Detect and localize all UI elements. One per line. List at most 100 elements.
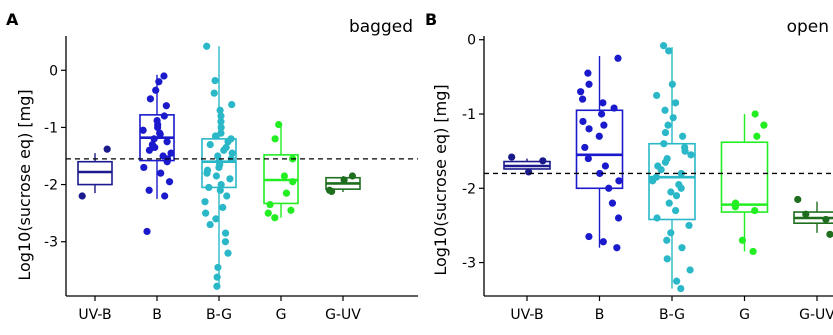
x-tick-label: B-G — [206, 307, 232, 323]
data-point — [660, 42, 668, 50]
data-point — [145, 146, 154, 154]
data-point — [152, 86, 160, 94]
data-point — [202, 209, 210, 217]
data-point — [163, 158, 171, 166]
data-point — [731, 203, 739, 211]
data-point — [584, 154, 592, 163]
data-point — [661, 106, 669, 114]
data-point — [155, 78, 163, 86]
data-point — [206, 140, 214, 149]
data-point — [664, 121, 672, 129]
data-point — [661, 128, 670, 137]
box — [575, 109, 624, 190]
data-point — [213, 282, 221, 290]
data-point — [217, 123, 225, 132]
data-point — [671, 99, 680, 107]
data-point — [539, 157, 547, 165]
box-group-B — [575, 54, 624, 252]
x-tick-label: UV-B — [510, 307, 543, 323]
data-point — [614, 214, 623, 222]
box-group-B-G — [201, 42, 237, 290]
data-point — [802, 210, 810, 218]
data-point — [613, 244, 621, 252]
data-point — [139, 126, 147, 134]
y-axis-title: Log10(sucrose eq) [mg] — [431, 84, 450, 275]
data-point — [289, 178, 297, 186]
data-point — [678, 244, 686, 252]
y-tick-label: 0 — [467, 33, 476, 49]
data-point — [156, 130, 164, 138]
data-point — [216, 106, 224, 114]
data-point — [525, 168, 533, 176]
data-point — [140, 163, 148, 172]
x-tick-label: G-UV — [325, 307, 361, 323]
data-point — [210, 89, 218, 97]
data-point — [672, 192, 681, 200]
plot-area: 0 -1 -2 -3 UV-B B B-G G G-UV — [462, 33, 833, 323]
data-point — [668, 80, 676, 88]
y-tick-label: -1 — [44, 120, 58, 136]
data-point — [599, 238, 607, 246]
box-group-UV-B — [77, 145, 113, 200]
data-point — [669, 114, 677, 122]
x-tick-label: G — [276, 307, 287, 323]
data-point — [596, 169, 604, 178]
data-point — [585, 125, 593, 133]
y-tick-label: -3 — [44, 235, 58, 251]
data-point — [78, 192, 86, 200]
panel-open: B open Log10(sucrose eq) [mg] 0 -1 -2 -3 UV-… — [425, 10, 833, 323]
data-point — [677, 184, 685, 192]
data-point — [287, 206, 295, 214]
data-point — [751, 110, 759, 118]
y-tick-label: -2 — [462, 181, 476, 197]
data-point — [585, 232, 593, 241]
data-point — [203, 42, 211, 50]
data-point — [760, 121, 768, 129]
panel-bagged: A bagged Log10(sucrose eq) [mg] 0 -1 -2 -3 U… — [6, 10, 418, 323]
data-point — [679, 132, 687, 140]
data-point — [214, 152, 222, 160]
data-point — [167, 149, 175, 157]
data-point — [600, 121, 608, 129]
x-tick-label: B — [152, 307, 162, 323]
data-point — [610, 104, 618, 112]
data-point — [217, 180, 225, 189]
data-point — [601, 162, 610, 170]
x-tick-label: B-G — [659, 307, 685, 323]
data-point — [224, 138, 232, 146]
data-point — [663, 255, 671, 263]
data-point — [221, 238, 230, 246]
data-point — [216, 186, 224, 194]
y-tick-label: -1 — [462, 107, 476, 123]
data-point — [826, 230, 833, 238]
data-point — [653, 214, 661, 222]
data-point — [215, 163, 223, 172]
data-point — [226, 175, 234, 183]
panel-title: bagged — [349, 17, 413, 37]
data-point — [597, 110, 606, 118]
data-point — [160, 112, 168, 120]
data-point — [219, 203, 227, 212]
data-point — [154, 123, 162, 132]
data-point — [212, 172, 221, 180]
data-point — [599, 99, 607, 107]
data-point — [212, 215, 220, 223]
data-point — [162, 102, 170, 110]
x-tick-label: G — [739, 307, 750, 323]
data-point — [348, 172, 357, 180]
data-point — [160, 72, 168, 80]
data-point — [657, 166, 665, 174]
data-point — [653, 91, 661, 100]
data-point — [661, 158, 669, 166]
data-point — [667, 188, 675, 196]
data-point — [663, 236, 671, 244]
data-point — [206, 220, 214, 229]
data-point — [608, 199, 617, 207]
box — [648, 142, 696, 221]
box-group-B — [139, 72, 175, 236]
data-point — [340, 176, 348, 184]
data-point — [217, 118, 225, 126]
data-point — [211, 76, 219, 85]
data-point — [685, 221, 693, 230]
